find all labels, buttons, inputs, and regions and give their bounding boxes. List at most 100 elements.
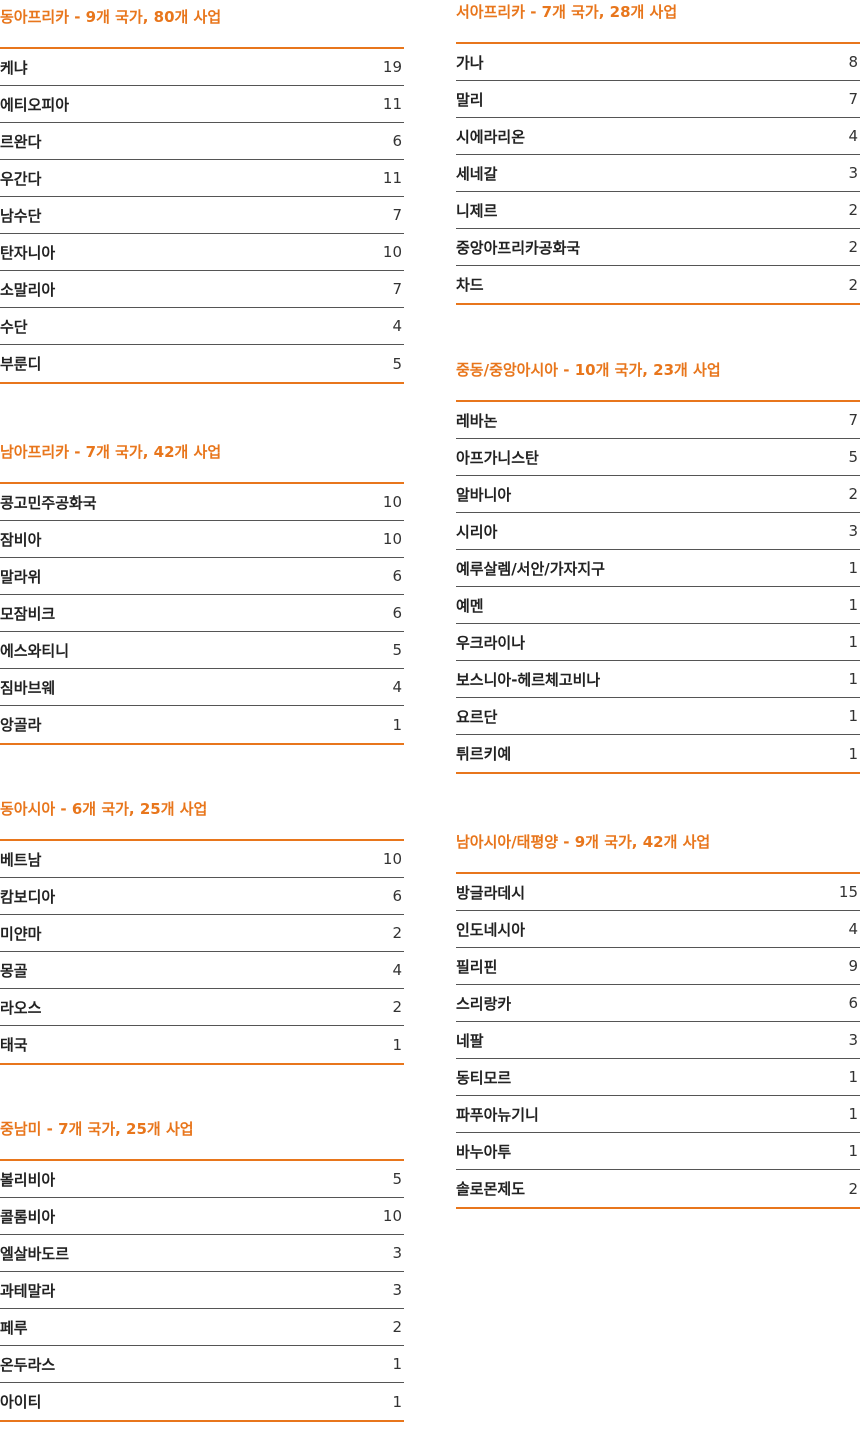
project-count: 1 <box>848 559 858 577</box>
project-count: 3 <box>392 1244 402 1262</box>
project-count: 4 <box>392 317 402 335</box>
table-row: 중앙아프리카공화국 2 <box>456 229 860 266</box>
table-row: 우크라이나 1 <box>456 624 860 661</box>
table-row: 엘살바도르 3 <box>0 1235 404 1272</box>
country-name: 튀르키예 <box>456 745 512 763</box>
project-count: 4 <box>392 961 402 979</box>
table-row: 모잠비크 6 <box>0 595 404 632</box>
country-table: 케냐 19 에티오피아 11 르완다 6 우간다 11 남수단 7 탄자니아 10 소말리아 7 수단 4 부룬… <box>0 47 404 384</box>
country-name: 차드 <box>456 276 484 294</box>
project-count: 1 <box>848 1105 858 1123</box>
project-count: 5 <box>848 448 858 466</box>
country-table: 콩고민주공화국 10 잠비아 10 말라위 6 모잠비크 6 에스와티니 5 짐바브웨 4 앙골라 1 <box>0 482 404 745</box>
region-title: 동아시아 - 6개 국가, 25개 사업 <box>0 800 208 818</box>
table-row: 미얀마 2 <box>0 915 404 952</box>
table-row: 알바니아 2 <box>456 476 860 513</box>
table-row: 필리핀 9 <box>456 948 860 985</box>
table-row: 세네갈 3 <box>456 155 860 192</box>
project-count: 7 <box>392 206 402 224</box>
country-name: 바누아투 <box>456 1142 512 1161</box>
project-count: 1 <box>392 715 402 734</box>
table-row: 콜롬비아 10 <box>0 1198 404 1235</box>
country-name: 탄자니아 <box>0 243 56 262</box>
project-count: 1 <box>848 1068 858 1086</box>
country-name: 짐바브웨 <box>0 678 56 697</box>
table-row: 케냐 19 <box>0 49 404 86</box>
project-count: 5 <box>392 641 402 659</box>
project-count: 5 <box>392 354 402 373</box>
table-row: 바누아투 1 <box>456 1133 860 1170</box>
country-name: 니제르 <box>456 201 498 220</box>
region-section: 서아프리카 - 7개 국가, 28개 사업 가나 8 말리 7 시에라리온 4 세네갈 3 니제르… <box>456 0 860 305</box>
table-row: 베트남 10 <box>0 841 404 878</box>
project-count: 19 <box>382 58 402 76</box>
country-table: 가나 8 말리 7 시에라리온 4 세네갈 3 니제르 2 중앙아프리카공화국 2 차드 2 <box>456 42 860 305</box>
project-count: 3 <box>848 164 858 182</box>
project-count: 1 <box>848 707 858 725</box>
project-count: 5 <box>392 1170 402 1188</box>
country-name: 보스니아-헤르체고비나 <box>456 670 601 689</box>
project-count: 6 <box>392 567 402 585</box>
region-section: 중동/중앙아시아 - 10개 국가, 23개 사업 레바논 7 아프가니스탄 5 알바니아… <box>456 358 860 774</box>
country-name: 시리아 <box>456 522 498 541</box>
country-name: 세네갈 <box>456 164 498 183</box>
project-count: 1 <box>848 670 858 688</box>
table-row: 보스니아-헤르체고비나 1 <box>456 661 860 698</box>
country-name: 태국 <box>0 1036 28 1054</box>
region-title: 동아프리카 - 9개 국가, 80개 사업 <box>0 8 222 26</box>
table-row: 시에라리온 4 <box>456 118 860 155</box>
project-count: 2 <box>848 275 858 294</box>
table-row: 솔로몬제도 2 <box>456 1170 860 1207</box>
project-count: 7 <box>848 90 858 108</box>
table-row: 스리랑카 6 <box>456 985 860 1022</box>
country-name: 페루 <box>0 1318 28 1337</box>
table-row: 볼리비아 5 <box>0 1161 404 1198</box>
region-title: 남아프리카 - 7개 국가, 42개 사업 <box>0 443 222 461</box>
project-count: 3 <box>392 1281 402 1299</box>
table-row: 부룬디 5 <box>0 345 404 382</box>
country-name: 수단 <box>0 317 28 336</box>
country-name: 케냐 <box>0 58 28 77</box>
table-row: 몽골 4 <box>0 952 404 989</box>
table-row: 시리아 3 <box>456 513 860 550</box>
country-table: 방글라데시 15 인도네시아 4 필리핀 9 스리랑카 6 네팔 3 동티모르 1 파푸아뉴기니 1 바누아… <box>456 872 860 1209</box>
table-row: 콩고민주공화국 10 <box>0 484 404 521</box>
country-name: 베트남 <box>0 850 42 869</box>
project-count: 7 <box>392 280 402 298</box>
table-row: 잠비아 10 <box>0 521 404 558</box>
country-name: 요르단 <box>456 707 498 726</box>
country-name: 아이티 <box>0 1393 42 1411</box>
project-count: 6 <box>392 604 402 622</box>
table-row: 레바논 7 <box>456 402 860 439</box>
project-count: 15 <box>838 883 858 901</box>
project-count: 2 <box>392 1318 402 1336</box>
country-table: 베트남 10 캄보디아 6 미얀마 2 몽골 4 라오스 2 태국 1 <box>0 839 404 1065</box>
country-name: 우간다 <box>0 169 42 188</box>
country-name: 레바논 <box>456 411 498 430</box>
table-row: 앙골라 1 <box>0 706 404 743</box>
country-name: 과테말라 <box>0 1281 56 1300</box>
table-row: 온두라스 1 <box>0 1346 404 1383</box>
region-section: 남아프리카 - 7개 국가, 42개 사업 콩고민주공화국 10 잠비아 10 말라위 6 모… <box>0 440 404 745</box>
table-row: 말리 7 <box>456 81 860 118</box>
country-name: 말리 <box>456 90 484 109</box>
country-name: 시에라리온 <box>456 127 526 146</box>
project-count: 1 <box>848 1142 858 1160</box>
table-row: 우간다 11 <box>0 160 404 197</box>
project-count: 7 <box>848 411 858 429</box>
project-count: 2 <box>392 924 402 942</box>
project-count: 1 <box>392 1392 402 1411</box>
country-name: 소말리아 <box>0 280 56 299</box>
country-name: 라오스 <box>0 998 42 1017</box>
project-count: 1 <box>392 1035 402 1054</box>
country-name: 볼리비아 <box>0 1170 56 1189</box>
project-count: 2 <box>392 998 402 1016</box>
table-row: 네팔 3 <box>456 1022 860 1059</box>
country-name: 르완다 <box>0 132 42 151</box>
country-table: 레바논 7 아프가니스탄 5 알바니아 2 시리아 3 예루살렘/서안/가자지구 1 예멘 1 우크라이… <box>456 400 860 774</box>
project-count: 2 <box>848 201 858 219</box>
table-row: 요르단 1 <box>456 698 860 735</box>
project-count: 6 <box>392 887 402 905</box>
project-count: 10 <box>382 1207 402 1225</box>
project-count: 3 <box>848 1031 858 1049</box>
